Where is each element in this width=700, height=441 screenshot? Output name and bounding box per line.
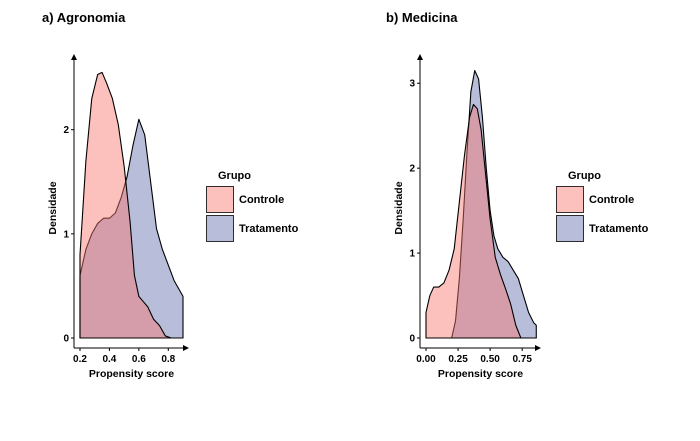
legend-label-tratamento: Tratamento — [589, 223, 649, 235]
x-tick-label: 0.6 — [132, 354, 146, 365]
legend-swatch-tratamento — [556, 215, 584, 242]
legend-key-bg — [206, 186, 234, 213]
legend-title: Grupo — [568, 170, 601, 182]
y-tick-label: 0 — [409, 334, 415, 345]
y-tick-label: 0 — [63, 334, 69, 345]
density-area-tratamento — [79, 118, 184, 339]
y-axis-arrow-icon — [71, 54, 77, 60]
x-tick-label: 0.2 — [73, 354, 87, 365]
chart-title: b) Medicina — [386, 10, 458, 25]
x-axis-title: Propensity score — [89, 368, 174, 380]
y-axis-title: Densidade — [393, 181, 405, 234]
x-axis-arrow-icon — [535, 345, 541, 351]
y-tick-label: 2 — [409, 164, 415, 175]
legend-key-bg — [206, 215, 234, 242]
legend-swatch-tratamento — [206, 215, 234, 242]
x-tick-label: 0.25 — [448, 354, 468, 365]
chart-panel-medicina: b) Medicina 0.00 0.25 0.50 0.75 0 1 2 3 Propensit… — [386, 10, 649, 380]
x-tick-label: 0.75 — [512, 354, 532, 365]
legend-swatch-controle — [206, 186, 234, 213]
chart-panel-agronomia: a) Agronomia 0.2 0.4 0.6 0.8 0 1 2 Propensity sc… — [42, 10, 299, 380]
legend-label-controle: Controle — [589, 194, 634, 206]
y-tick-label: 1 — [63, 229, 69, 240]
y-axis-arrow-icon — [417, 54, 423, 60]
chart-title: a) Agronomia — [42, 10, 126, 25]
y-axis-title: Densidade — [47, 181, 59, 234]
x-tick-label: 0.50 — [480, 354, 500, 365]
x-tick-label: 0.4 — [102, 354, 116, 365]
legend-key-bg — [556, 215, 584, 242]
density-area-tratamento — [451, 69, 537, 339]
legend-key-bg — [556, 186, 584, 213]
legend: Grupo Controle Tratamento — [556, 170, 649, 242]
y-tick-label: 1 — [409, 249, 415, 260]
y-tick-label: 2 — [63, 125, 69, 136]
legend: Grupo Controle Tratamento — [206, 170, 299, 242]
x-axis-title: Propensity score — [438, 368, 523, 380]
legend-label-tratamento: Tratamento — [239, 223, 299, 235]
density-area-controle — [79, 71, 172, 339]
x-tick-label: 0.8 — [161, 354, 175, 365]
legend-title: Grupo — [218, 170, 251, 182]
x-tick-label: 0.00 — [416, 354, 436, 365]
legend-swatch-controle — [556, 186, 584, 213]
density-area-controle — [425, 103, 522, 339]
legend-label-controle: Controle — [239, 194, 284, 206]
x-axis-arrow-icon — [183, 345, 189, 351]
y-tick-label: 3 — [409, 79, 415, 90]
